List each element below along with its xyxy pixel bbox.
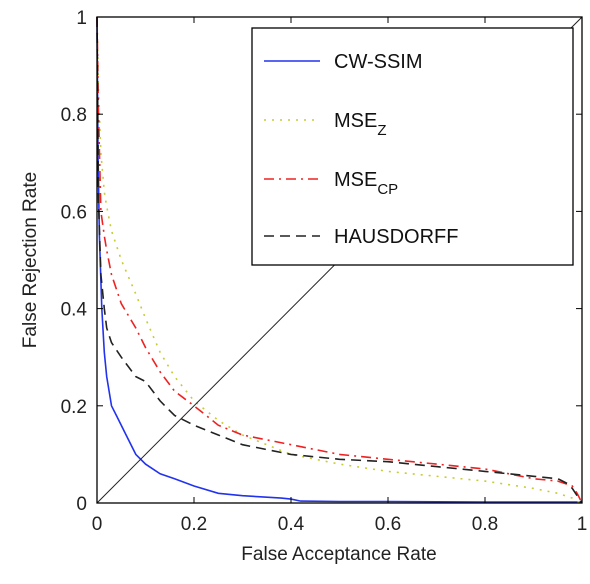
y-tick-label: 1 [76,8,87,29]
y-tick-label: 0 [76,494,87,515]
legend: CW-SSIM MSEZ MSECP HAUSDORFF [251,27,574,266]
legend-label: HAUSDORFF [334,226,458,248]
legend-label: MSECP [334,169,398,198]
series-line-0 [96,16,582,503]
y-tick-label: 0.4 [61,300,88,321]
legend-label: MSEZ [334,110,387,139]
y-tick-label: 0.6 [61,202,87,223]
y-axis-label: False Rejection Rate [20,172,41,348]
legend-box [251,27,574,266]
series-line-2 [96,16,583,504]
axes-layer: 0 0.2 0.4 0.6 0.8 1 0 0.2 0.4 0.6 0.8 1 [61,8,588,535]
x-axis-label: False Acceptance Rate [241,544,436,565]
legend-label: CW-SSIM [334,51,423,73]
plot-frame [96,16,583,504]
y-tick-label: 0.2 [61,397,87,418]
x-tick-label: 0.4 [278,514,305,535]
x-tick-label: 0.6 [375,514,401,535]
x-tick-label: 0.2 [181,514,207,535]
x-tick-label: 0 [92,514,103,535]
x-tick-label: 1 [577,514,588,535]
series-line-3 [96,16,583,504]
y-tick-label: 0.8 [61,105,87,126]
x-tick-label: 0.8 [472,514,498,535]
